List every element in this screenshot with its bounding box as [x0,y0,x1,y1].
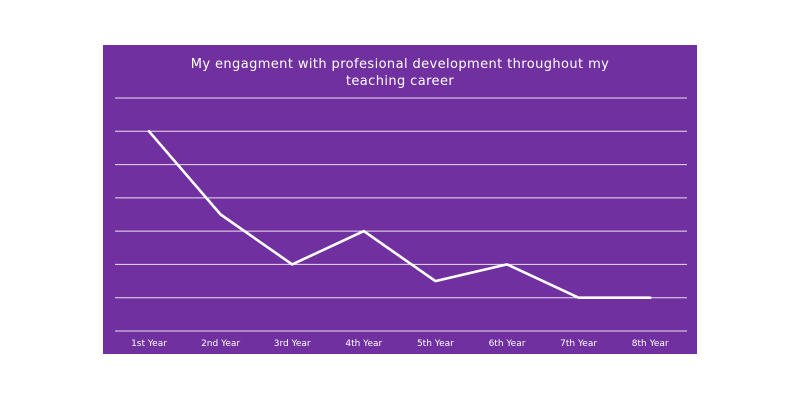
x-axis-labels: 1st Year 2nd Year 3rd Year 4th Year 5th Year… [131,339,669,349]
x-tick-label: 2nd Year [201,339,240,349]
x-tick-label: 4th Year [345,339,382,349]
chart-background [103,45,697,354]
x-tick-label: 7th Year [560,339,597,349]
x-tick-label: 1st Year [131,339,167,349]
x-tick-label: 5th Year [417,339,454,349]
series-line [147,130,652,299]
x-tick-label: 3rd Year [274,339,311,349]
chart-panel: My engagment with profesional developmen… [103,45,697,354]
x-tick-label: 8th Year [632,339,669,349]
gridlines [115,97,687,332]
chart-title-line-1: My engagment with profesional developmen… [191,57,609,72]
chart-title-line-2: teaching career [346,74,454,89]
line-chart: My engagment with profesional developmen… [103,45,697,354]
series-group [147,130,652,299]
x-tick-label: 6th Year [489,339,526,349]
